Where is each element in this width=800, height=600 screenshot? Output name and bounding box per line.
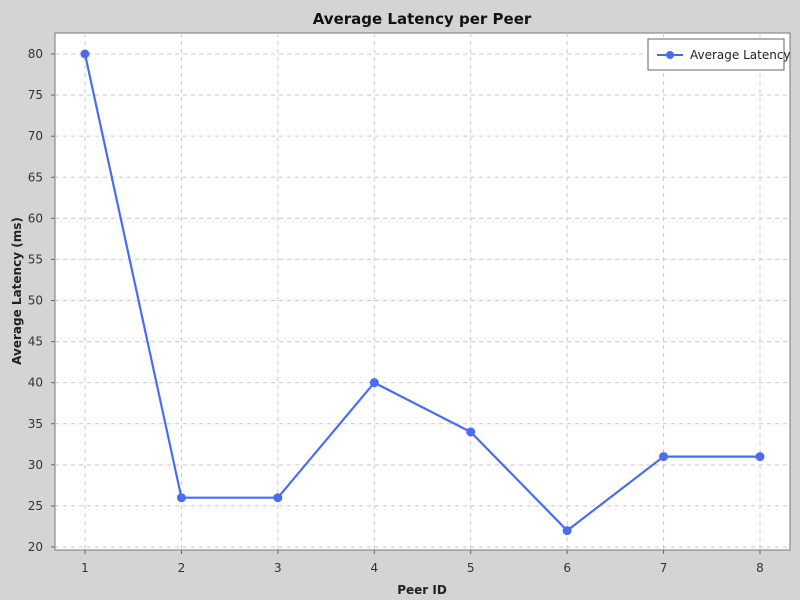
- y-tick-label: 60: [28, 211, 43, 225]
- x-tick-label: 3: [274, 561, 282, 575]
- x-axis-title: Peer ID: [397, 583, 447, 597]
- series-line: [83, 52, 762, 532]
- x-tick-label: 8: [756, 561, 764, 575]
- y-tick-label: 25: [28, 499, 43, 513]
- y-axis-title: Average Latency (ms): [10, 217, 24, 365]
- x-tick-label: 4: [370, 561, 378, 575]
- plot-area: [54, 32, 791, 551]
- legend-marker: [666, 51, 674, 59]
- x-tick-label: 7: [660, 561, 668, 575]
- x-tick-label: 5: [467, 561, 475, 575]
- y-tick-label: 80: [28, 47, 43, 61]
- y-tick-label: 30: [28, 458, 43, 472]
- data-point: [176, 493, 186, 503]
- y-tick-label: 65: [28, 170, 43, 184]
- data-point: [466, 427, 476, 437]
- data-point: [562, 526, 572, 536]
- x-tick-label: 1: [81, 561, 89, 575]
- data-point: [80, 49, 90, 59]
- y-tick-label: 75: [28, 88, 43, 102]
- y-tick-label: 20: [28, 540, 43, 554]
- legend-label: Average Latency: [690, 48, 791, 62]
- chart-title: Average Latency per Peer: [313, 10, 532, 28]
- x-tick-label: 6: [563, 561, 571, 575]
- data-point: [273, 493, 283, 503]
- data-point: [369, 378, 379, 388]
- y-tick-label: 50: [28, 294, 43, 308]
- y-tick-label: 35: [28, 417, 43, 431]
- x-tick-label: 2: [178, 561, 186, 575]
- y-tick-label: 70: [28, 129, 43, 143]
- series-layer: [80, 49, 765, 536]
- legend: Average Latency: [647, 38, 791, 71]
- data-point: [755, 452, 765, 462]
- y-tick-label: 55: [28, 252, 43, 266]
- data-point: [659, 452, 669, 462]
- y-tick-label: 45: [28, 335, 43, 349]
- y-tick-label: 40: [28, 376, 43, 390]
- grid-layer: [55, 33, 790, 550]
